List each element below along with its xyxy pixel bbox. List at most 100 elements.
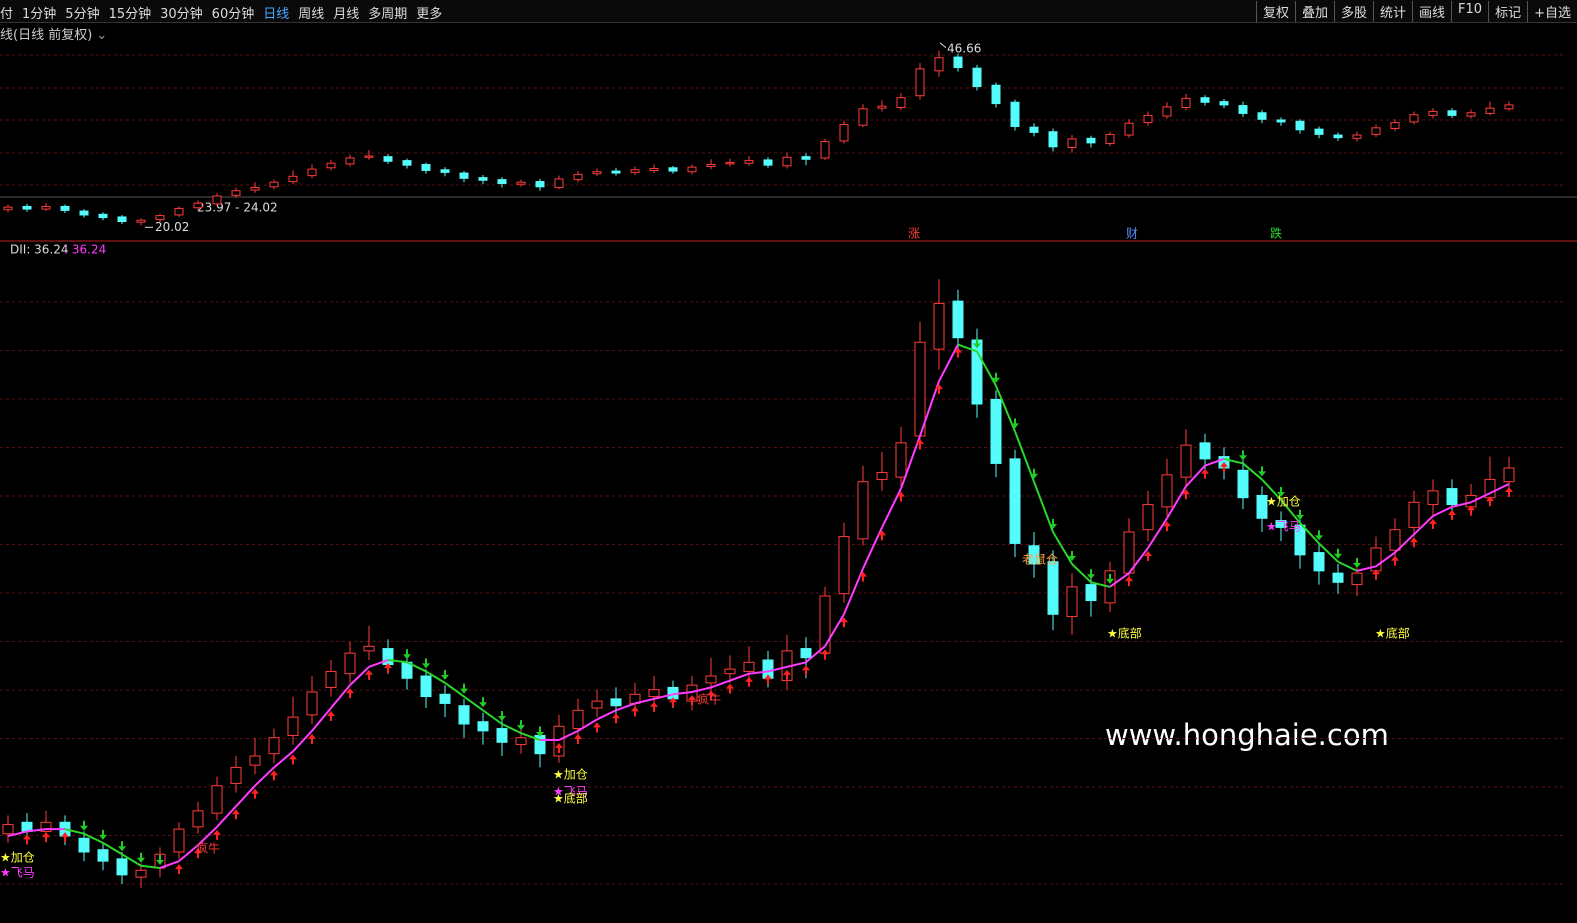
trend-segment [1375,551,1396,568]
top-candle-body [1124,122,1134,136]
subheader-text: 线(日线 前复权) [0,28,93,43]
signal-arrow [42,832,50,843]
signal-arrow [916,439,924,449]
tool-button[interactable]: 多股 [1334,1,1373,22]
candle-body [1256,494,1268,519]
trend-segment [691,686,712,693]
period-tab[interactable]: 15分钟 [108,7,152,22]
top-candle-body [1409,114,1419,123]
top-candle-body [1105,133,1115,145]
top-candle-body [60,205,70,211]
top-candle-body [3,206,13,211]
trend-segment [235,785,256,807]
signal-label: ★飞马 [553,785,588,799]
top-candle-body [98,213,108,219]
period-tab[interactable]: 月线 [333,7,360,22]
tool-button[interactable]: 画线 [1412,1,1451,22]
signal-arrow [973,338,981,349]
trend-segment [1166,485,1187,519]
period-tab[interactable]: 多周期 [368,7,408,22]
signal-arrow [1125,576,1133,587]
top-candle-body [193,202,203,209]
period-tab[interactable]: 付 [0,7,14,22]
top-candle-body [421,164,431,171]
trend-segment [729,672,750,682]
period-tab[interactable]: 5分钟 [65,7,100,22]
signal-arrow [821,649,829,660]
top-candle-body [763,159,773,166]
signal-arrow [422,658,430,669]
signal-arrow [1429,519,1437,529]
indicator-value: : 36.24 [64,243,106,257]
candle-body [1161,474,1173,508]
signal-arrow [1182,489,1190,500]
candle-body [895,442,907,478]
trend-segment [387,659,408,664]
candle-body [135,869,147,878]
trend-segment [520,732,541,741]
trend-segment [216,805,237,828]
trend-segment [292,730,313,753]
candle-body [1294,524,1306,556]
period-tab[interactable]: 1分钟 [22,7,57,22]
toolbar: 付 1分钟 5分钟 15分钟 30分钟 60分钟 日线 周线 月线 多周期 更多 复权 叠加 多股 统计 画线… [0,0,1577,23]
trend-segment [159,860,180,869]
signal-arrow [783,669,791,680]
event-marker: 跌 [1270,226,1282,241]
signal-arrow [840,617,848,628]
signal-arrow [403,649,411,660]
candle-body [1503,467,1515,483]
tool-button[interactable]: 标记 [1488,1,1527,22]
trend-segment [444,682,465,698]
subheader: 线(日线 前复权) ⌄ [0,24,107,43]
signal-arrow [897,491,905,502]
candle-body [458,705,470,725]
trend-segment [349,666,370,686]
signal-arrow [1372,569,1380,580]
signal-arrow [479,697,487,708]
period-tab[interactable]: 60分钟 [211,7,255,22]
candle-body [1313,552,1325,572]
top-candle-body [1276,119,1286,123]
trend-segment [1337,560,1358,572]
top-candle-body [231,190,241,196]
signal-label: 疯牛 [697,692,721,707]
candle-body [325,670,337,688]
tool-button[interactable]: 叠加 [1294,1,1334,22]
period-tab[interactable]: 30分钟 [160,7,203,22]
tool-button[interactable]: 统计 [1373,1,1412,22]
tool-button[interactable]: F10 [1451,1,1488,22]
trend-segment [824,613,845,647]
signal-arrow [745,676,753,687]
candle-body [439,693,451,704]
watermark: www.honghaie.com [1105,718,1389,752]
top-candle-body [953,56,963,69]
candle-body [2,824,14,835]
trend-segment [1147,517,1168,549]
period-tab[interactable]: 周线 [298,7,325,22]
top-candle-body [1314,128,1324,135]
signal-arrow [1505,487,1513,497]
trend-segment [653,693,674,700]
dropdown-icon: ⌄ [96,28,108,43]
signal-arrow [384,663,392,673]
signal-label: ★底部 [1107,626,1142,641]
top-candle-body [782,156,792,167]
period-tab[interactable]: 更多 [416,7,443,22]
tool-button[interactable]: +自选 [1527,1,1577,22]
candle-body [705,675,717,684]
tool-button[interactable]: 复权 [1255,1,1295,22]
top-candle-body [1447,110,1457,116]
top-candle-body [972,67,982,88]
period-tab[interactable]: 日线 [263,7,290,22]
signal-arrow [498,711,506,721]
top-candle-body [611,170,621,174]
candle-body [1332,572,1344,583]
top-candle-body [1048,131,1058,148]
trend-segment [83,832,104,844]
signal-arrow [707,690,715,701]
event-marker: 涨 [908,226,920,241]
candle-body [610,698,622,707]
